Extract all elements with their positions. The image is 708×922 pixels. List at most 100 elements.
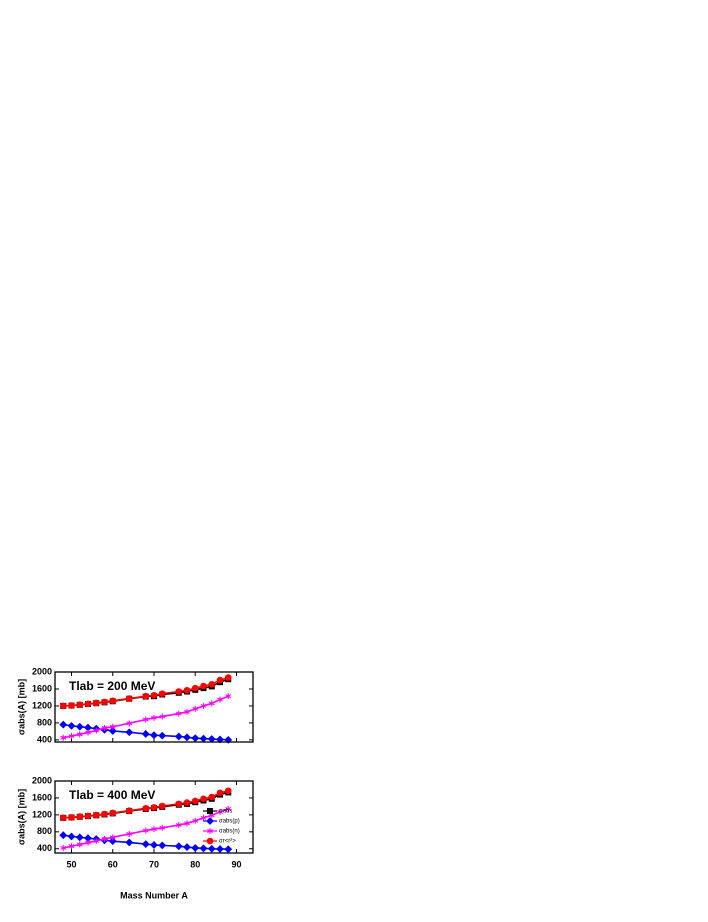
plot-frame <box>54 780 254 854</box>
x-tick-label: 60 <box>108 859 118 869</box>
marker <box>183 843 191 851</box>
marker <box>125 695 133 702</box>
x-tick-label: 70 <box>149 859 159 869</box>
marker <box>158 731 167 740</box>
marker <box>76 731 83 738</box>
marker <box>68 814 75 821</box>
annotation: Tlab = 200 MeV <box>69 679 155 693</box>
y-tick-label: 1600 <box>32 683 52 693</box>
marker <box>150 692 158 699</box>
marker <box>142 716 149 723</box>
marker <box>109 697 117 705</box>
marker <box>175 710 182 717</box>
legend-marker <box>206 817 214 825</box>
marker <box>200 682 207 690</box>
legend-marker <box>207 808 213 814</box>
marker <box>175 688 183 695</box>
panel: 400 800 1200 1600 2000 Tlab = 200 MeV σabs(A) … <box>16 666 254 744</box>
marker <box>200 702 207 709</box>
marker <box>183 733 191 742</box>
plot-frame <box>54 671 254 743</box>
marker <box>68 702 75 709</box>
legend-label: σr<r²> <box>219 839 236 845</box>
y-tick-label: 400 <box>37 843 52 853</box>
marker <box>225 693 232 700</box>
marker <box>199 844 208 853</box>
marker <box>101 810 108 818</box>
marker <box>109 809 117 817</box>
marker <box>208 700 215 707</box>
marker <box>92 811 100 819</box>
x-tick-label: 90 <box>231 859 241 869</box>
marker <box>216 676 224 684</box>
marker <box>59 702 67 710</box>
panel: 400 800 1200 1600 2000 50 60 70 80 90 Tlab = 400 M… <box>16 775 254 900</box>
marker <box>67 721 76 730</box>
legend-marker <box>207 828 213 834</box>
x-tick-label: 80 <box>190 859 200 869</box>
marker <box>142 805 150 812</box>
y-tick-label: 400 <box>37 734 52 744</box>
legend-label: σabs(p) <box>219 819 240 825</box>
marker <box>75 722 84 731</box>
marker <box>158 690 166 697</box>
marker <box>207 735 216 743</box>
marker <box>125 728 134 737</box>
marker <box>216 845 224 853</box>
marker <box>85 839 91 846</box>
y-axis-label: σabs(A) [mb] <box>16 789 26 845</box>
marker <box>217 696 223 703</box>
marker <box>76 841 83 848</box>
marker <box>108 837 117 846</box>
marker <box>174 732 183 741</box>
marker <box>101 836 108 843</box>
marker <box>158 841 167 850</box>
marker <box>191 734 200 743</box>
marker <box>192 817 199 824</box>
marker <box>125 838 134 847</box>
marker <box>141 730 150 738</box>
y-tick-label: 800 <box>37 717 52 727</box>
marker <box>92 699 100 707</box>
marker <box>159 824 166 831</box>
marker <box>60 734 67 741</box>
marker <box>208 681 216 688</box>
marker <box>175 800 183 808</box>
marker <box>191 684 199 692</box>
marker <box>199 734 208 743</box>
legend-marker <box>206 837 214 845</box>
marker <box>191 844 200 852</box>
y-axis-label: σabs(A) [mb] <box>16 679 26 735</box>
marker <box>200 795 207 803</box>
marker <box>142 827 149 834</box>
marker <box>75 833 84 842</box>
marker <box>76 701 84 708</box>
marker <box>126 720 133 727</box>
marker <box>200 814 207 821</box>
marker <box>101 698 108 706</box>
marker <box>208 793 216 801</box>
marker <box>217 808 223 815</box>
marker <box>109 723 116 730</box>
x-axis-label: Mass Number A <box>120 890 188 900</box>
marker <box>68 733 75 740</box>
marker <box>59 720 68 729</box>
marker <box>67 832 76 841</box>
marker <box>68 843 75 850</box>
marker <box>224 787 232 795</box>
marker <box>175 822 182 829</box>
legend-label: σabs(n) <box>219 829 240 835</box>
marker <box>125 807 133 814</box>
marker <box>109 834 116 841</box>
marker <box>183 799 191 806</box>
marker <box>224 845 233 854</box>
y-tick-label: 1600 <box>32 792 52 802</box>
marker <box>151 714 157 721</box>
marker <box>93 727 100 734</box>
marker <box>159 713 166 720</box>
marker <box>224 735 233 744</box>
marker <box>224 674 232 681</box>
marker <box>183 686 191 694</box>
marker <box>108 727 117 735</box>
